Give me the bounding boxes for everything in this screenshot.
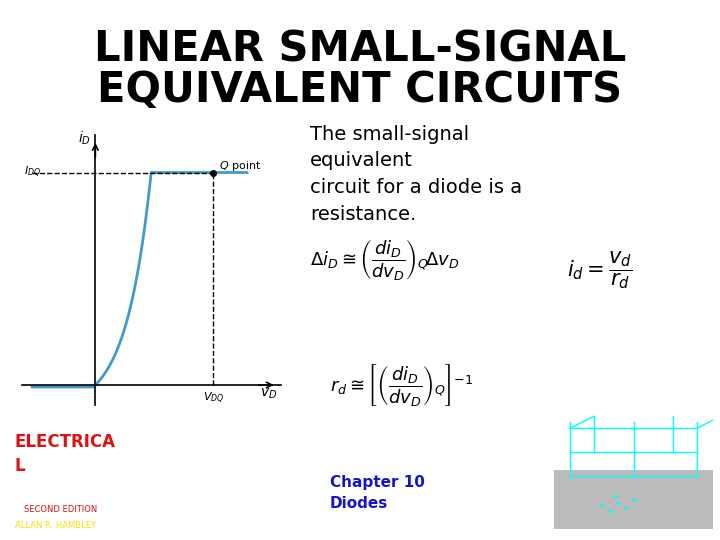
Text: Chapter 10
Diodes: Chapter 10 Diodes xyxy=(330,475,425,511)
Text: Principles and Applications: Principles and Applications xyxy=(24,491,138,501)
Text: ELECTRICA: ELECTRICA xyxy=(15,433,116,451)
Text: $Q$ point: $Q$ point xyxy=(219,159,261,173)
Text: ALLAN R. HAMBLEY: ALLAN R. HAMBLEY xyxy=(15,521,96,530)
Text: LINEAR SMALL-SIGNAL: LINEAR SMALL-SIGNAL xyxy=(94,29,626,71)
Text: $\Delta i_D \cong \left(\dfrac{di_D}{dv_D}\right)_Q \!\Delta v_D$: $\Delta i_D \cong \left(\dfrac{di_D}{dv_… xyxy=(310,238,459,282)
Text: L: L xyxy=(15,457,26,475)
Text: $I_{DQ}$: $I_{DQ}$ xyxy=(24,165,41,180)
Text: EQUIVALENT CIRCUITS: EQUIVALENT CIRCUITS xyxy=(97,69,623,111)
Bar xyxy=(554,470,713,529)
Text: SECOND EDITION: SECOND EDITION xyxy=(24,505,98,514)
Text: The small-signal
equivalent
circuit for a diode is a
resistance.: The small-signal equivalent circuit for … xyxy=(310,125,522,224)
Text: $i_D$: $i_D$ xyxy=(78,130,91,147)
Text: $v_D$: $v_D$ xyxy=(259,386,276,401)
Text: ENGINEERING: ENGINEERING xyxy=(24,472,132,486)
Text: $r_d \cong \left[\left(\dfrac{di_D}{dv_D}\right)_Q\right]^{-1}$: $r_d \cong \left[\left(\dfrac{di_D}{dv_D… xyxy=(330,362,473,408)
Text: $V_{DQ}$: $V_{DQ}$ xyxy=(202,391,224,406)
Text: $i_d = \dfrac{v_d}{r_d}$: $i_d = \dfrac{v_d}{r_d}$ xyxy=(567,249,633,291)
